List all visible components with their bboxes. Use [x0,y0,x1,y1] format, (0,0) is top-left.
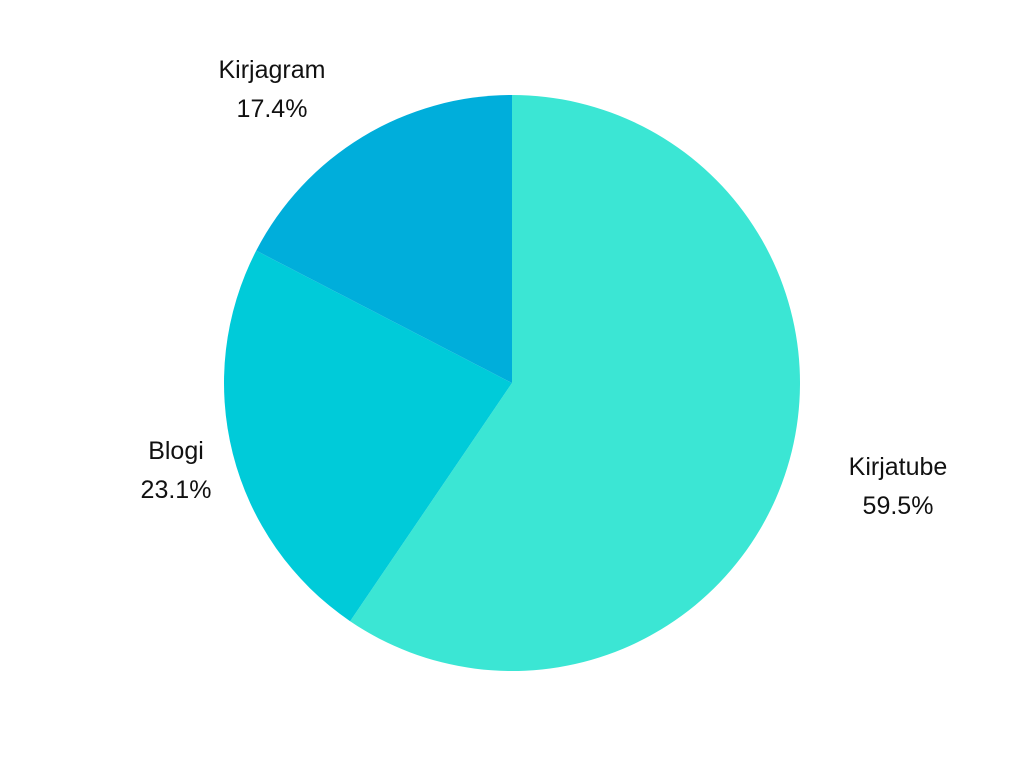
slice-label: Kirjatube [849,453,948,481]
pie-labels: Kirjatube 59.5% Blogi 23.1% Kirjagram 17.4% [141,56,948,520]
slice-percentage: 17.4% [237,95,308,123]
pie-slice-kirjatube [350,95,800,672]
slice-label: Kirjagram [219,56,326,84]
pie-slices [223,95,800,672]
slice-percentage: 59.5% [863,492,934,520]
pie-slice-blogi [223,250,513,622]
slice-label: Blogi [148,437,204,465]
slice-percentage: 23.1% [141,476,212,504]
pie-slice-kirjagram [256,95,512,383]
